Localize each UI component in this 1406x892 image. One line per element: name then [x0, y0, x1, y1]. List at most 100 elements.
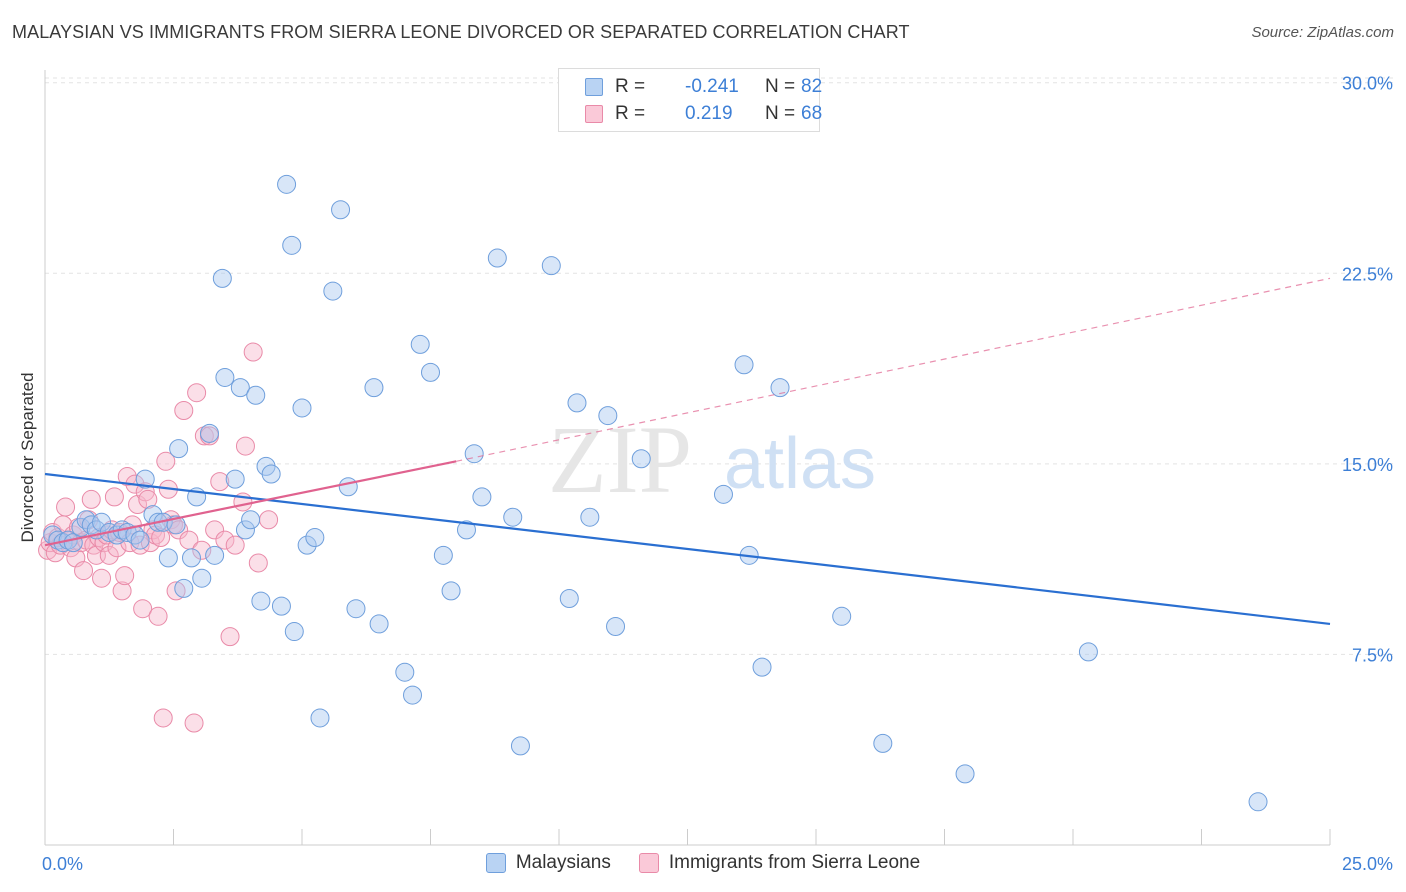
tick-labels: 7.5% 15.0% 22.5% 30.0% 0.0% 25.0% — [42, 74, 1393, 874]
point-malaysians — [92, 512, 112, 532]
point-malaysians — [76, 510, 96, 530]
point-malaysians — [559, 589, 579, 609]
point-sierra-leone — [215, 530, 235, 550]
trend-line-sierra-leone — [44, 460, 457, 547]
point-malaysians — [832, 606, 852, 626]
legend-row-sierra-leone: R = 0.219 N = 68 — [585, 102, 822, 126]
point-malaysians — [346, 599, 366, 619]
legend-n-value: 68 — [801, 103, 823, 124]
legend-item-malaysians[interactable]: Malaysians — [485, 852, 611, 874]
point-malaysians — [752, 657, 772, 677]
point-sierra-leone — [205, 520, 225, 540]
point-sierra-leone — [210, 472, 230, 492]
point-malaysians — [282, 235, 302, 255]
point-malaysians — [1248, 792, 1268, 812]
point-malaysians — [215, 367, 235, 387]
point-malaysians — [331, 200, 351, 220]
point-sierra-leone — [192, 540, 212, 560]
point-malaysians — [955, 764, 975, 784]
point-malaysians — [174, 578, 194, 598]
source-label: Source: ZipAtlas.com — [1251, 24, 1394, 41]
point-malaysians — [241, 510, 261, 530]
point-malaysians — [235, 520, 255, 540]
x-tick-label: 25.0% — [1342, 854, 1393, 874]
point-sierra-leone — [235, 436, 255, 456]
watermark: ZIP atlas — [548, 406, 876, 513]
point-malaysians — [261, 464, 281, 484]
legend-r-label: R = — [615, 76, 646, 97]
point-sierra-leone — [153, 708, 173, 728]
point-malaysians — [338, 477, 358, 497]
point-sierra-leone — [169, 520, 189, 540]
point-malaysians — [305, 528, 325, 548]
point-malaysians — [631, 449, 651, 469]
point-malaysians — [212, 268, 232, 288]
point-malaysians — [323, 281, 343, 301]
series-legend: Malaysians Immigrants from Sierra Leone — [0, 852, 1406, 874]
point-sierra-leone — [166, 581, 186, 601]
y-tick-label: 15.0% — [1342, 455, 1393, 475]
point-malaysians — [395, 662, 415, 682]
point-malaysians — [873, 733, 893, 753]
point-sierra-leone — [225, 535, 245, 555]
point-sierra-leone — [187, 383, 207, 403]
y-tick-label: 30.0% — [1342, 74, 1393, 94]
point-sierra-leone — [138, 489, 158, 509]
point-malaysians — [230, 378, 250, 398]
point-malaysians — [567, 393, 587, 413]
series-sierra-leone-points — [38, 342, 279, 733]
point-malaysians — [135, 469, 155, 489]
x-tick-label: 0.0% — [42, 854, 83, 874]
point-malaysians — [297, 535, 317, 555]
point-malaysians — [284, 622, 304, 642]
point-sierra-leone — [248, 553, 268, 573]
trend-lines — [44, 277, 1331, 626]
point-sierra-leone — [56, 497, 76, 517]
point-malaysians — [410, 334, 430, 354]
point-malaysians — [192, 568, 212, 588]
point-malaysians — [199, 423, 219, 443]
point-malaysians — [464, 444, 484, 464]
point-sierra-leone — [104, 487, 124, 507]
point-sierra-leone — [148, 606, 168, 626]
legend-swatch-blue — [485, 853, 506, 873]
legend-r-label: R = — [615, 103, 646, 124]
point-malaysians — [421, 362, 440, 382]
point-malaysians — [169, 439, 189, 459]
point-malaysians — [251, 591, 271, 611]
legend-n-label: N = — [765, 76, 796, 97]
point-malaysians — [364, 378, 384, 398]
point-sierra-leone — [112, 581, 132, 601]
point-sierra-leone — [151, 528, 171, 548]
legend-item-sierra-leone[interactable]: Immigrants from Sierra Leone — [638, 852, 920, 874]
legend-n-value: 82 — [801, 76, 823, 97]
point-malaysians — [225, 469, 245, 489]
point-sierra-leone — [259, 510, 279, 530]
y-tick-label: 22.5% — [1342, 264, 1393, 284]
point-sierra-leone — [156, 451, 176, 471]
point-sierra-leone — [243, 342, 263, 362]
point-malaysians — [580, 507, 600, 527]
point-malaysians — [510, 736, 530, 756]
point-malaysians — [606, 616, 626, 636]
legend-r-value: -0.241 — [685, 76, 739, 97]
point-malaysians — [310, 708, 330, 728]
point-malaysians — [713, 484, 733, 504]
point-sierra-leone — [220, 627, 240, 647]
point-sierra-leone — [115, 566, 135, 586]
point-malaysians — [130, 530, 150, 550]
point-sierra-leone — [74, 561, 94, 581]
point-malaysians — [472, 487, 492, 507]
point-malaysians — [441, 581, 461, 601]
point-malaysians — [205, 545, 225, 565]
point-malaysians — [598, 406, 618, 426]
point-malaysians — [503, 507, 523, 527]
legend-label-malaysians: Malaysians — [515, 852, 611, 873]
point-sierra-leone — [184, 713, 204, 733]
chart-title: MALAYSIAN VS IMMIGRANTS FROM SIERRA LEON… — [12, 22, 910, 42]
point-malaysians — [456, 520, 476, 540]
point-malaysians — [292, 398, 312, 418]
grid-lines — [45, 77, 1395, 655]
y-axis-label: Divorced or Separated — [18, 372, 37, 542]
